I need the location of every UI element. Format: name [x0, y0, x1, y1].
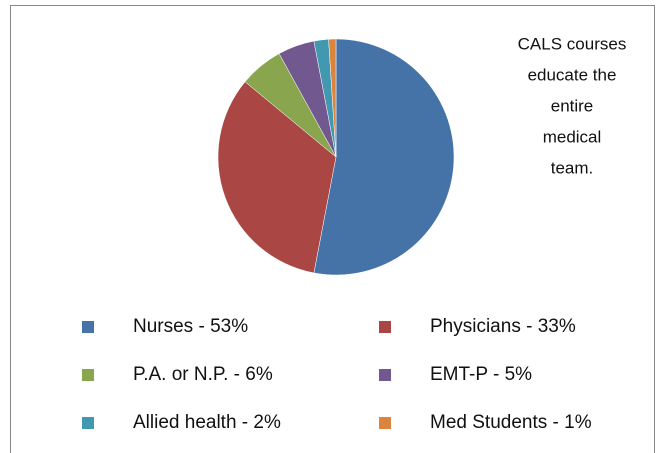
pie-slice — [328, 38, 337, 158]
annotation: medical — [543, 127, 602, 146]
legend-label: P.A. or N.P. - 6% — [133, 364, 273, 385]
legend-label: Allied health - 2% — [133, 412, 281, 433]
legend-swatch — [379, 417, 391, 429]
annotation: entire — [551, 96, 594, 115]
pie-slice — [217, 81, 337, 274]
legend-label: Med Students - 1% — [430, 412, 592, 433]
annotation: CALS courses — [518, 34, 627, 53]
pie-slice — [313, 38, 455, 276]
legend-label: Physicians - 33% — [430, 316, 576, 337]
legend-swatch — [379, 321, 391, 333]
annotation: team. — [551, 158, 594, 177]
legend-swatch — [82, 417, 94, 429]
legend-swatch — [379, 369, 391, 381]
legend-swatch — [82, 321, 94, 333]
legend-label: EMT-P - 5% — [430, 364, 532, 385]
legend-label: Nurses - 53% — [133, 316, 248, 337]
annotation: educate the — [528, 65, 617, 84]
legend-swatch — [82, 369, 94, 381]
